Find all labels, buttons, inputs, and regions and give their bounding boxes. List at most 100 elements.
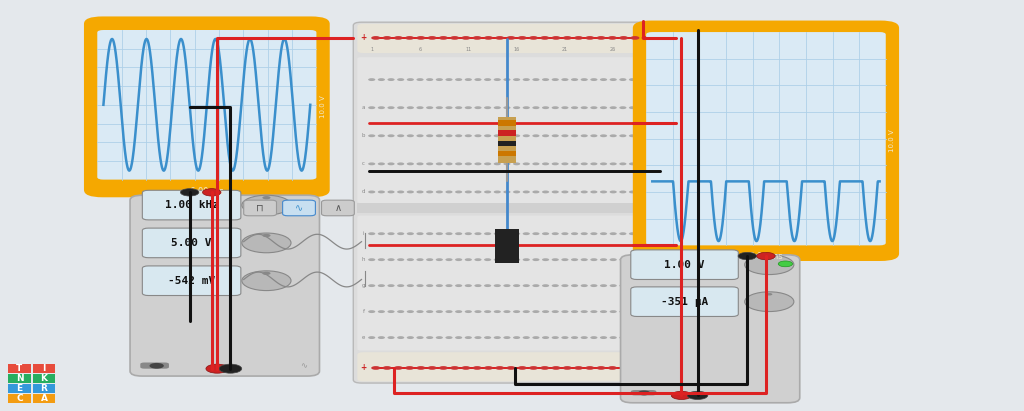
Circle shape	[383, 366, 391, 370]
Circle shape	[387, 284, 394, 287]
Circle shape	[561, 106, 568, 109]
Circle shape	[744, 292, 794, 312]
Circle shape	[552, 78, 559, 81]
Circle shape	[561, 284, 568, 287]
Circle shape	[455, 106, 462, 109]
Circle shape	[581, 106, 588, 109]
Circle shape	[609, 310, 616, 313]
Bar	[8, 364, 31, 373]
Circle shape	[522, 78, 529, 81]
Circle shape	[387, 232, 394, 235]
Circle shape	[494, 191, 501, 194]
Circle shape	[397, 310, 404, 313]
Circle shape	[407, 310, 414, 313]
Text: T: T	[16, 364, 23, 373]
Text: 16: 16	[513, 47, 520, 52]
Bar	[372, 367, 657, 369]
Text: ⊓: ⊓	[256, 203, 264, 213]
Circle shape	[532, 284, 540, 287]
Circle shape	[571, 106, 579, 109]
Circle shape	[581, 258, 588, 261]
Circle shape	[590, 336, 597, 339]
Circle shape	[561, 134, 568, 137]
Circle shape	[445, 258, 453, 261]
Circle shape	[494, 106, 501, 109]
Circle shape	[609, 78, 616, 81]
Circle shape	[513, 78, 520, 81]
Circle shape	[648, 78, 655, 81]
Circle shape	[757, 252, 775, 260]
Circle shape	[455, 284, 462, 287]
Circle shape	[445, 78, 453, 81]
Circle shape	[620, 336, 627, 339]
Circle shape	[426, 78, 433, 81]
FancyBboxPatch shape	[357, 352, 672, 381]
Circle shape	[518, 366, 526, 370]
Circle shape	[455, 336, 462, 339]
Circle shape	[262, 196, 270, 199]
Text: 1: 1	[370, 47, 374, 52]
Circle shape	[369, 78, 375, 81]
Bar	[498, 150, 516, 156]
Circle shape	[620, 232, 627, 235]
Circle shape	[586, 36, 594, 40]
Circle shape	[738, 252, 757, 260]
Bar	[8, 384, 31, 393]
Circle shape	[532, 191, 540, 194]
Circle shape	[426, 106, 433, 109]
Circle shape	[609, 191, 616, 194]
Circle shape	[600, 106, 607, 109]
Circle shape	[541, 36, 549, 40]
Circle shape	[600, 310, 607, 313]
Circle shape	[242, 271, 291, 291]
Circle shape	[532, 258, 540, 261]
FancyBboxPatch shape	[353, 22, 676, 383]
Circle shape	[620, 106, 627, 109]
Circle shape	[417, 106, 424, 109]
Circle shape	[461, 36, 471, 40]
Circle shape	[407, 258, 414, 261]
Circle shape	[630, 366, 639, 370]
Circle shape	[552, 232, 559, 235]
Circle shape	[563, 366, 571, 370]
Circle shape	[648, 191, 655, 194]
Circle shape	[426, 162, 433, 165]
Bar	[498, 141, 516, 146]
Circle shape	[417, 284, 424, 287]
FancyBboxPatch shape	[621, 255, 800, 403]
FancyBboxPatch shape	[646, 32, 886, 245]
FancyBboxPatch shape	[357, 24, 672, 53]
Circle shape	[455, 134, 462, 137]
Circle shape	[744, 255, 794, 275]
Text: 6.00 ms: 6.00 ms	[190, 187, 223, 196]
Circle shape	[590, 310, 597, 313]
Circle shape	[445, 162, 453, 165]
Circle shape	[552, 191, 559, 194]
Circle shape	[378, 134, 385, 137]
Circle shape	[639, 310, 646, 313]
Circle shape	[465, 78, 472, 81]
Circle shape	[629, 162, 636, 165]
Circle shape	[600, 78, 607, 81]
Bar	[495, 229, 519, 263]
Circle shape	[465, 284, 472, 287]
Circle shape	[407, 191, 414, 194]
FancyBboxPatch shape	[140, 363, 169, 369]
Circle shape	[150, 363, 164, 369]
Circle shape	[436, 106, 443, 109]
Circle shape	[542, 284, 549, 287]
Circle shape	[369, 106, 375, 109]
Circle shape	[638, 390, 650, 395]
Circle shape	[496, 36, 504, 40]
Circle shape	[484, 191, 492, 194]
Circle shape	[496, 366, 504, 370]
FancyBboxPatch shape	[142, 190, 241, 220]
Circle shape	[551, 36, 561, 40]
Circle shape	[451, 366, 459, 370]
Bar	[33, 364, 55, 373]
Circle shape	[397, 284, 404, 287]
Circle shape	[436, 78, 443, 81]
Circle shape	[417, 162, 424, 165]
Circle shape	[596, 366, 605, 370]
Circle shape	[417, 191, 424, 194]
